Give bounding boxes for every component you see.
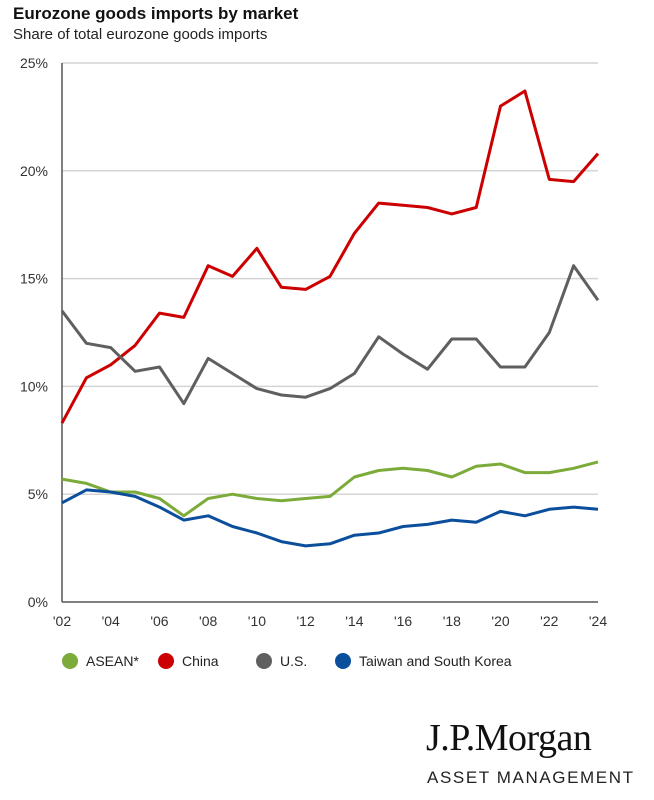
x-tick-label: '18 — [443, 613, 461, 629]
legend-marker — [256, 653, 272, 669]
legend-marker — [335, 653, 351, 669]
legend-label: ASEAN* — [86, 653, 139, 669]
line-chart: 0% 5% 10% 15% 20% 25% '02 '04 '06 '08 '10 '12 '14 '16… — [20, 55, 607, 669]
series-line-china — [60, 89, 600, 424]
x-tick-label: '12 — [297, 613, 315, 629]
x-tick-label: '22 — [540, 613, 558, 629]
logo-tagline: ASSET MANAGEMENT — [427, 768, 635, 787]
legend-label: China — [182, 653, 219, 669]
legend-marker — [62, 653, 78, 669]
legend-marker — [158, 653, 174, 669]
jpmorgan-logo: J.P.Morgan — [426, 717, 592, 759]
y-tick-label: 15% — [20, 271, 48, 287]
x-tick-label: '20 — [491, 613, 509, 629]
x-tick-label: '16 — [394, 613, 412, 629]
x-tick-label: '04 — [102, 613, 120, 629]
x-tick-label: '08 — [199, 613, 217, 629]
y-tick-label: 10% — [20, 378, 48, 394]
legend-label: Taiwan and South Korea — [359, 653, 512, 669]
series-line-taiwan-and-south-korea — [61, 488, 599, 548]
x-tick-label: '06 — [150, 613, 168, 629]
legend-label: U.S. — [280, 653, 307, 669]
chart-subtitle: Share of total eurozone goods imports — [13, 26, 268, 43]
series-line-asean- — [61, 460, 599, 518]
series-line-u-s- — [60, 264, 600, 406]
y-tick-label: 25% — [20, 55, 48, 71]
y-tick-label: 5% — [28, 486, 48, 502]
y-tick-label: 0% — [28, 594, 48, 610]
x-tick-label: '24 — [589, 613, 607, 629]
chart-title: Eurozone goods imports by market — [13, 4, 299, 23]
x-tick-label: '14 — [345, 613, 363, 629]
x-tick-label: '02 — [53, 613, 71, 629]
x-tick-label: '10 — [248, 613, 266, 629]
y-tick-label: 20% — [20, 163, 48, 179]
